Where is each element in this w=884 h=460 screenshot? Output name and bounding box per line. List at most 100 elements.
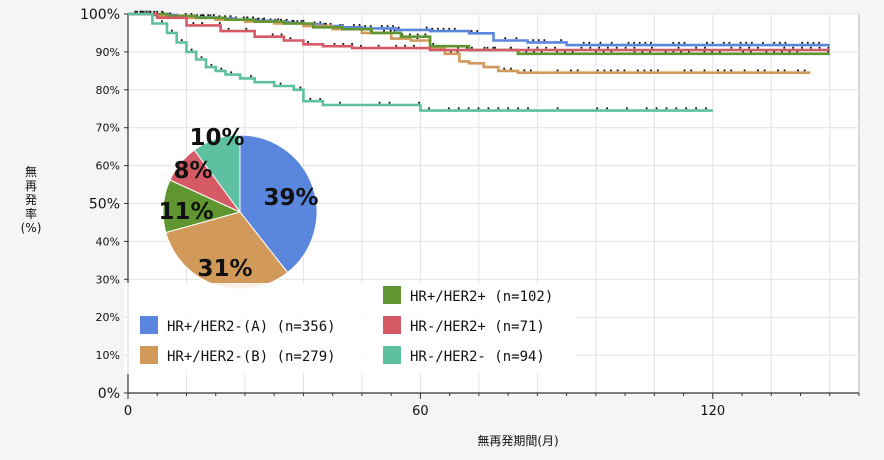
legend-label: HR-/HER2+ (n=71)	[410, 319, 545, 335]
censor-mark	[739, 46, 742, 49]
censor-mark	[329, 22, 332, 25]
censor-mark	[477, 107, 480, 110]
censor-mark	[610, 41, 613, 44]
censor-mark	[145, 10, 148, 13]
censor-mark	[818, 41, 820, 44]
x-tick-label: 120	[700, 404, 725, 419]
censor-mark	[773, 50, 775, 53]
censor-mark	[589, 46, 592, 49]
censor-mark	[386, 25, 389, 27]
censor-mark	[690, 69, 693, 72]
censor-mark	[711, 50, 713, 53]
pie-slice	[193, 134, 241, 214]
censor-mark	[457, 107, 460, 110]
censor-mark	[651, 46, 653, 49]
censor-mark	[801, 41, 804, 44]
y-tick-label: 50%	[89, 197, 120, 213]
censor-mark	[280, 33, 283, 36]
censor-mark	[413, 44, 415, 47]
censor-mark	[190, 48, 193, 51]
censor-mark	[141, 10, 143, 13]
censor-mark	[300, 20, 303, 23]
censor-mark	[554, 46, 556, 49]
censor-mark	[616, 69, 619, 72]
censor-mark	[507, 107, 510, 110]
censor-mark	[448, 27, 451, 30]
censor-mark	[449, 50, 452, 53]
censor-mark	[777, 69, 779, 72]
censor-mark	[596, 69, 599, 72]
censor-mark	[497, 107, 500, 110]
legend-swatch	[383, 346, 401, 364]
censor-mark	[302, 19, 305, 22]
legend-swatch	[383, 316, 401, 334]
censor-mark	[389, 29, 392, 32]
censor-mark	[530, 69, 532, 72]
censor-mark	[743, 69, 746, 72]
censor-mark	[556, 69, 559, 72]
censor-mark	[289, 37, 292, 40]
y-axis-title-part: 再	[25, 179, 37, 193]
series-lines	[128, 12, 830, 112]
censor-mark	[227, 27, 230, 30]
censor-mark	[711, 41, 714, 44]
censor-mark	[149, 10, 152, 13]
censor-mark	[678, 41, 680, 44]
censor-mark	[705, 107, 707, 110]
censor-mark	[210, 63, 213, 66]
censor-mark	[257, 17, 260, 20]
censor-mark	[517, 107, 519, 110]
censor-mark	[688, 50, 690, 53]
censor-mark	[812, 41, 815, 44]
censor-mark	[425, 26, 428, 29]
censor-mark	[277, 18, 280, 21]
censor-mark	[470, 30, 473, 32]
censor-mark	[377, 44, 380, 47]
censor-mark	[680, 50, 682, 53]
censor-mark	[672, 41, 675, 44]
censor-mark	[596, 107, 599, 110]
censor-mark	[533, 50, 535, 53]
y-axis-title-part: 無	[25, 164, 37, 179]
censor-mark	[471, 46, 473, 49]
censor-mark	[319, 98, 322, 100]
censor-mark	[706, 41, 708, 44]
censor-mark	[523, 69, 526, 72]
legend-swatch	[140, 346, 158, 364]
legend-label: HR-/HER2- (n=94)	[410, 349, 545, 365]
censor-mark	[783, 69, 786, 72]
censor-mark	[487, 107, 490, 110]
series-line	[128, 12, 830, 52]
censor-mark	[655, 107, 658, 110]
censor-mark	[369, 25, 372, 27]
censor-mark	[392, 25, 394, 27]
censor-mark	[560, 39, 563, 41]
censor-mark	[588, 41, 591, 44]
censor-mark	[750, 41, 753, 44]
censor-mark	[545, 46, 548, 49]
censor-mark	[209, 14, 212, 17]
pie-slice-label: 39%	[263, 185, 318, 211]
censor-mark	[543, 39, 546, 41]
censor-mark	[650, 41, 652, 44]
censor-mark	[503, 67, 506, 70]
censor-mark	[416, 37, 419, 40]
censor-mark	[252, 16, 254, 19]
censor-mark	[803, 69, 806, 72]
censor-mark	[351, 43, 353, 45]
censor-mark	[418, 101, 420, 104]
censor-mark	[269, 18, 272, 21]
censor-mark	[319, 21, 322, 24]
censor-mark	[395, 44, 398, 47]
censor-mark	[638, 41, 641, 44]
censor-mark	[728, 41, 731, 44]
censor-mark	[556, 107, 559, 110]
censor-mark	[510, 67, 512, 70]
y-tick-label: 100%	[80, 7, 120, 23]
censor-mark	[703, 69, 706, 72]
censor-mark	[610, 50, 613, 53]
censor-mark	[339, 101, 341, 104]
pie-slice-label: 11%	[158, 199, 213, 225]
